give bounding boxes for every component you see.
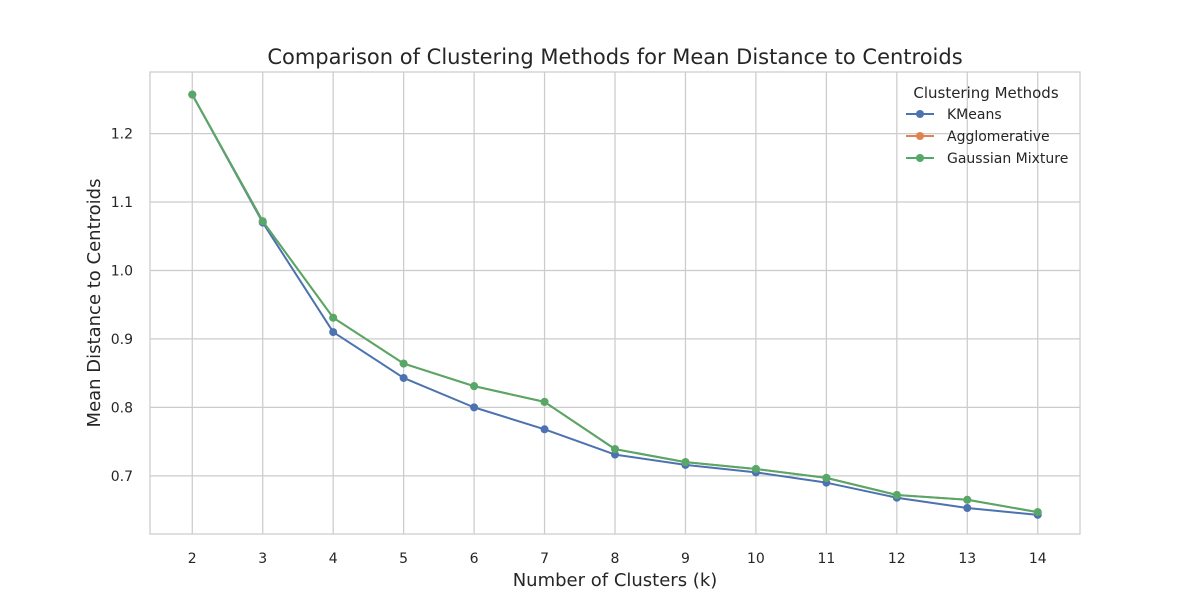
x-tick-label: 14 — [1029, 551, 1047, 567]
x-tick-label: 3 — [258, 551, 267, 567]
data-point-gaussian-mixture — [540, 397, 549, 406]
legend-swatch-marker — [916, 110, 924, 118]
data-point-kmeans — [963, 503, 972, 512]
series-layer — [188, 90, 1042, 519]
y-tick-label: 1.0 — [111, 263, 133, 279]
data-point-gaussian-mixture — [822, 473, 831, 482]
legend-item-gaussian-mixture: Gaussian Mixture — [906, 151, 1068, 167]
series-gaussian-mixture — [188, 90, 1042, 517]
data-point-gaussian-mixture — [611, 445, 619, 454]
y-tick-label: 1.1 — [111, 195, 133, 211]
y-tick-label: 1.2 — [111, 127, 133, 143]
x-tick-label: 5 — [399, 551, 408, 567]
data-point-gaussian-mixture — [892, 490, 901, 499]
x-tick-label: 4 — [329, 551, 338, 567]
x-tick-label: 9 — [681, 551, 690, 567]
y-axis-ticks: 0.7 0.8 0.9 1.0 1.1 1.2 — [111, 127, 133, 485]
grid — [150, 72, 1080, 534]
legend-item-agglomerative: Agglomerative — [906, 129, 1050, 145]
x-tick-label: 12 — [888, 551, 906, 567]
data-point-gaussian-mixture — [329, 313, 338, 322]
data-point-kmeans — [329, 328, 338, 337]
x-tick-label: 13 — [958, 551, 976, 567]
x-tick-label: 8 — [611, 551, 620, 567]
y-tick-label: 0.8 — [111, 400, 133, 416]
y-tick-label: 0.7 — [111, 469, 133, 485]
x-axis-label: Number of Clusters (k) — [513, 570, 718, 591]
y-tick-label: 0.9 — [111, 332, 133, 348]
legend: Clustering Methods KMeans Agglomerative Ga… — [906, 84, 1068, 167]
legend-title: Clustering Methods — [913, 84, 1058, 102]
legend-items: KMeans Agglomerative Gaussian Mixture — [906, 107, 1068, 167]
x-tick-label: 6 — [470, 551, 479, 567]
legend-swatch-marker — [916, 154, 924, 162]
legend-swatch-marker — [916, 132, 924, 140]
data-point-kmeans — [540, 425, 549, 434]
data-point-gaussian-mixture — [751, 464, 760, 473]
plot-frame — [149, 71, 1081, 535]
data-point-kmeans — [470, 403, 479, 412]
legend-item-kmeans: KMeans — [906, 107, 1002, 123]
data-point-gaussian-mixture — [963, 495, 972, 504]
x-tick-label: 10 — [747, 551, 765, 567]
x-tick-label: 11 — [817, 551, 835, 567]
legend-label: Gaussian Mixture — [947, 151, 1068, 167]
x-tick-label: 7 — [540, 551, 549, 567]
data-point-gaussian-mixture — [399, 359, 408, 368]
data-point-gaussian-mixture — [188, 90, 197, 99]
chart-title: Comparison of Clustering Methods for Mea… — [267, 45, 962, 69]
data-point-kmeans — [611, 450, 619, 459]
legend-label: KMeans — [947, 107, 1002, 123]
y-axis-label: Mean Distance to Centroids — [84, 179, 105, 428]
data-point-gaussian-mixture — [681, 458, 690, 467]
data-point-gaussian-mixture — [1033, 508, 1042, 517]
data-point-gaussian-mixture — [258, 217, 267, 226]
x-axis-ticks: 2 3 4 5 6 7 8 9 10 11 12 13 14 — [188, 551, 1047, 567]
legend-label: Agglomerative — [947, 129, 1050, 145]
x-tick-label: 2 — [188, 551, 197, 567]
data-point-kmeans — [399, 373, 408, 382]
data-point-gaussian-mixture — [470, 382, 479, 391]
